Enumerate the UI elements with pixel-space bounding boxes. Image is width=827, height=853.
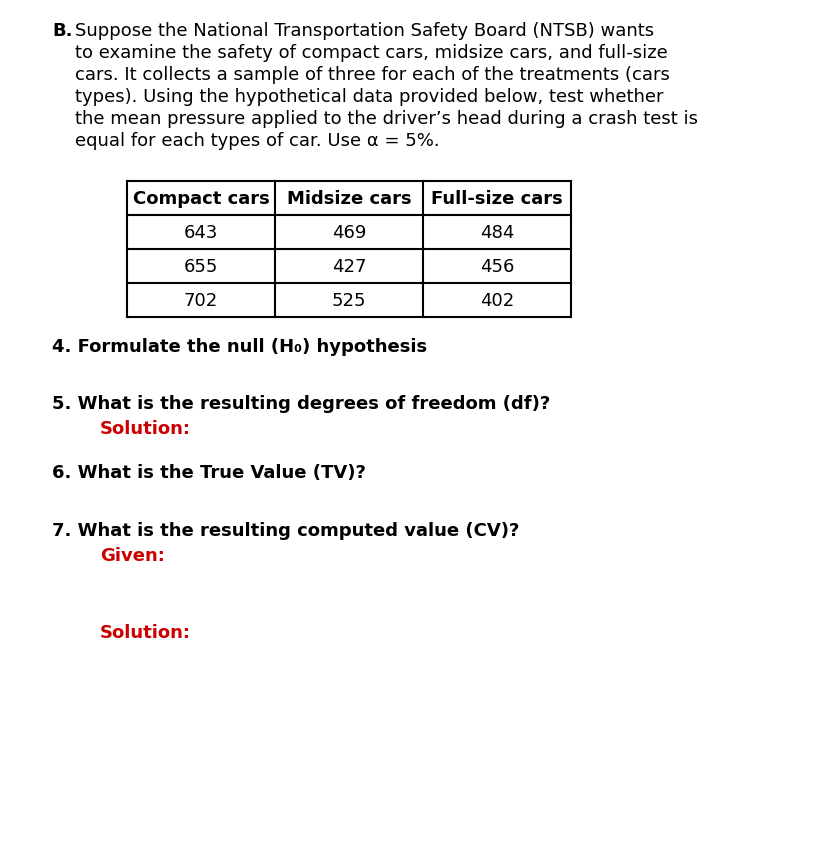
Text: 5. What is the resulting degrees of freedom (df)?: 5. What is the resulting degrees of free… (52, 395, 550, 413)
Text: 655: 655 (184, 258, 218, 276)
Text: B.: B. (52, 22, 73, 40)
Text: cars. It collects a sample of three for each of the treatments (cars: cars. It collects a sample of three for … (75, 66, 669, 84)
Text: Suppose the National Transportation Safety Board (NTSB) wants: Suppose the National Transportation Safe… (75, 22, 653, 40)
Text: 702: 702 (184, 292, 218, 310)
Text: 456: 456 (479, 258, 514, 276)
Text: Solution:: Solution: (100, 420, 191, 438)
Text: equal for each types of car. Use α = 5%.: equal for each types of car. Use α = 5%. (75, 132, 439, 150)
Text: types). Using the hypothetical data provided below, test whether: types). Using the hypothetical data prov… (75, 88, 662, 106)
Text: the mean pressure applied to the driver’s head during a crash test is: the mean pressure applied to the driver’… (75, 110, 697, 128)
Text: 469: 469 (332, 223, 366, 241)
Text: 525: 525 (332, 292, 366, 310)
Text: 7. What is the resulting computed value (CV)?: 7. What is the resulting computed value … (52, 521, 519, 539)
Text: 4. Formulate the null (H₀) hypothesis: 4. Formulate the null (H₀) hypothesis (52, 338, 427, 356)
Text: Solution:: Solution: (100, 624, 191, 641)
Text: Compact cars: Compact cars (132, 189, 269, 208)
Text: Given:: Given: (100, 547, 165, 565)
Text: 6. What is the True Value (TV)?: 6. What is the True Value (TV)? (52, 464, 366, 482)
Text: Full-size cars: Full-size cars (431, 189, 562, 208)
Text: 427: 427 (332, 258, 366, 276)
Text: 484: 484 (479, 223, 514, 241)
Text: 643: 643 (184, 223, 218, 241)
Text: 402: 402 (480, 292, 514, 310)
Text: Midsize cars: Midsize cars (286, 189, 411, 208)
Text: to examine the safety of compact cars, midsize cars, and full-size: to examine the safety of compact cars, m… (75, 44, 667, 62)
